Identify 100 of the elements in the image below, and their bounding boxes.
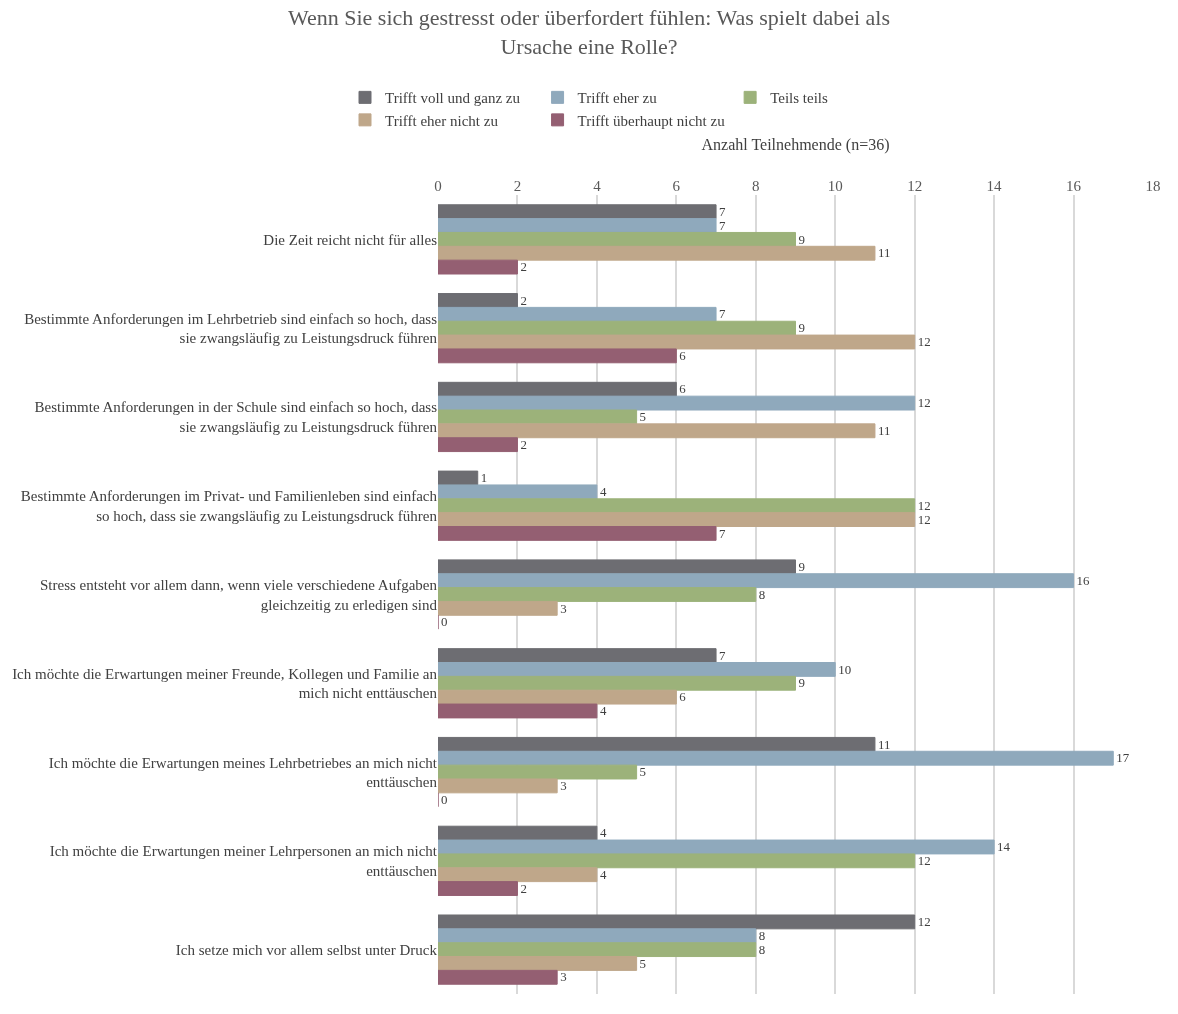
data-label: 11 — [877, 245, 891, 261]
data-label: 14 — [997, 839, 1011, 855]
x-tick-label: 16 — [1066, 178, 1082, 194]
data-label: 6 — [679, 381, 687, 397]
bar — [438, 484, 598, 500]
data-label: 8 — [758, 927, 766, 943]
y-tick-label: Die Zeit reicht nicht für alles — [263, 231, 438, 248]
bar — [438, 914, 916, 930]
data-label: 9 — [798, 231, 805, 247]
bar — [438, 675, 796, 691]
data-label: 4 — [599, 866, 607, 882]
legend-label: Trifft überhaupt nicht zu — [577, 112, 726, 129]
data-label: 4 — [599, 484, 607, 500]
x-tick-label: 0 — [434, 178, 442, 194]
bar — [438, 736, 876, 752]
data-label: 16 — [1076, 572, 1091, 588]
bar — [438, 881, 518, 896]
bar — [438, 956, 638, 971]
bar — [438, 853, 916, 869]
data-label: 8 — [758, 586, 766, 602]
data-label: 0 — [441, 791, 448, 807]
data-label: 2 — [520, 880, 527, 896]
legend-label: Trifft voll und ganz zu — [385, 90, 521, 107]
bar — [438, 498, 916, 514]
data-label: 3 — [560, 600, 567, 616]
bar — [438, 512, 916, 527]
data-label: 7 — [719, 217, 727, 233]
x-tick-label: 2 — [513, 178, 522, 194]
x-tick-label: 10 — [827, 178, 843, 194]
data-label: 6 — [679, 689, 687, 705]
data-label: 4 — [599, 703, 607, 719]
data-label: 17 — [1116, 750, 1130, 766]
y-tick-label: Bestimmte Anforderungen im Privat- und Familienleben sind einfach so hoch, dass sie zwangsläufig zu Leistungsdruck führen — [20, 488, 438, 524]
bar — [438, 334, 916, 350]
bar — [438, 395, 916, 411]
bar — [438, 648, 717, 663]
y-tick-label: Bestimmte Anforderungen im Lehrbetrieb sind einfach so hoch, dass sie zwangsläufig zu Leistungsdruck führen — [24, 310, 438, 347]
data-label: 12 — [917, 334, 931, 350]
data-label: 4 — [599, 825, 607, 841]
data-label: 12 — [917, 511, 931, 527]
y-tick-label: Bestimmte Anforderungen in der Schule sind einfach so hoch, dass sie zwangsläufig zu Leistungsdruck führen — [34, 399, 438, 435]
data-label: 5 — [639, 955, 647, 971]
x-tick-label: 6 — [672, 178, 681, 194]
bar — [438, 409, 638, 425]
bar — [438, 928, 757, 944]
legend-label: Trifft eher nicht zu — [385, 112, 499, 129]
bar — [438, 969, 558, 985]
data-label: 2 — [520, 259, 527, 275]
bar — [438, 867, 598, 883]
data-label: 9 — [798, 320, 805, 336]
bar — [438, 348, 677, 364]
x-tick-label: 18 — [1145, 178, 1161, 194]
data-label: 7 — [719, 525, 727, 541]
legend-label: Trifft eher zu — [577, 90, 658, 107]
bar — [438, 218, 717, 233]
data-label: 3 — [560, 778, 567, 794]
bar — [438, 245, 876, 261]
data-label: 3 — [560, 969, 567, 985]
bar — [438, 559, 796, 575]
data-label: 1 — [480, 470, 488, 486]
x-tick-label: 14 — [986, 178, 1003, 194]
bar — [438, 600, 558, 616]
data-label: 7 — [719, 306, 727, 322]
bar — [438, 662, 836, 677]
x-axis-title: Anzahl Teilnehmende (n=36) — [701, 136, 890, 155]
y-tick-label: Ich möchte die Erwartungen meiner Lehrpersonen an mich nicht enttäuschen — [49, 843, 438, 879]
bar — [438, 306, 717, 322]
bar — [438, 204, 717, 220]
bar — [438, 703, 598, 719]
y-tick-label: Stress entsteht vor allem dann, wenn viele verschiedene Aufgaben gleichzeitig zu erledigen sind — [40, 577, 438, 613]
data-label: 5 — [639, 764, 647, 780]
x-tick-label: 12 — [907, 178, 923, 194]
bar — [438, 689, 677, 705]
data-label: 11 — [877, 422, 891, 438]
bar — [438, 259, 518, 275]
data-label: 2 — [520, 292, 527, 308]
data-label: 2 — [520, 436, 527, 452]
data-label: 12 — [917, 395, 931, 411]
y-tick-label: Ich möchte die Erwartungen meines Lehrbetriebes an mich nicht enttäuschen — [48, 754, 438, 791]
bar — [438, 381, 677, 397]
bar — [438, 573, 1075, 589]
bar — [438, 437, 518, 453]
bar — [438, 942, 757, 958]
data-label: 8 — [758, 941, 766, 957]
bar — [438, 587, 757, 602]
bar — [438, 231, 796, 247]
bar — [438, 293, 518, 308]
data-label: 9 — [798, 675, 805, 691]
bar — [438, 750, 1114, 766]
x-tick-label: 4 — [593, 178, 602, 194]
bar — [438, 470, 479, 486]
legend-label: Teils teils — [770, 90, 828, 107]
data-label: 12 — [917, 852, 931, 868]
bar — [438, 839, 995, 855]
y-tick-label: Ich setze mich vor allem selbst unter Druck — [175, 941, 438, 958]
data-label: 11 — [877, 736, 891, 752]
bar — [438, 778, 558, 794]
bar — [438, 526, 717, 541]
data-label: 0 — [441, 614, 448, 630]
data-label: 12 — [917, 497, 931, 513]
